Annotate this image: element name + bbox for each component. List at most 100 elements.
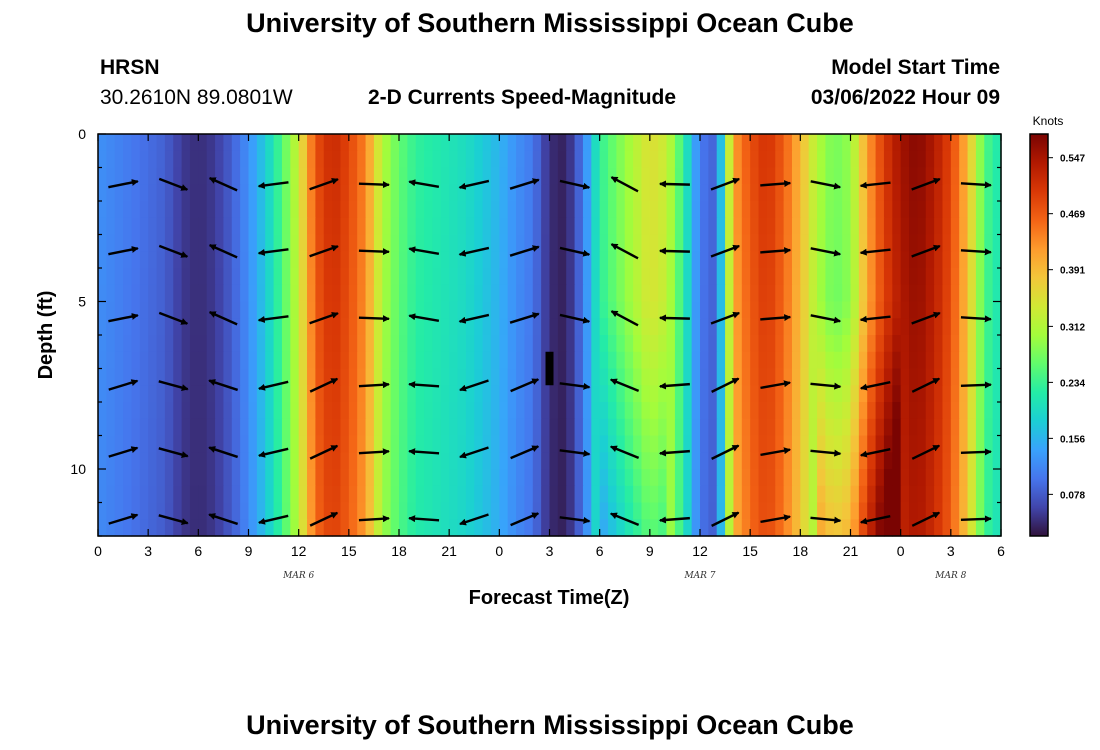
heatmap-cell <box>189 167 199 185</box>
heatmap-cell <box>925 284 935 303</box>
heatmap-cell <box>549 402 559 420</box>
heatmap-cell <box>298 201 308 219</box>
heatmap-cell <box>516 402 526 420</box>
heatmap-cell <box>549 217 559 236</box>
heatmap-cell <box>850 469 860 487</box>
heatmap-cell <box>332 502 342 520</box>
heatmap-cell <box>407 502 417 520</box>
heatmap-cell <box>399 284 408 303</box>
heatmap-cell <box>315 201 325 219</box>
heatmap-cell <box>390 402 400 420</box>
heatmap-cell <box>683 469 693 487</box>
heatmap-cell <box>541 284 551 303</box>
heatmap-cell <box>516 502 526 520</box>
heatmap-cell <box>273 134 283 152</box>
heatmap-cell <box>357 435 367 453</box>
heatmap-cell <box>909 318 918 336</box>
heatmap-cell <box>114 402 124 420</box>
heatmap-cell <box>399 268 408 286</box>
heatmap-cell <box>566 167 576 185</box>
heatmap-cell <box>198 134 208 152</box>
heatmap-cell <box>766 284 776 303</box>
heatmap-cell <box>332 167 342 185</box>
heatmap-cell <box>557 502 567 520</box>
heatmap-cell <box>507 167 517 185</box>
current-vector-arrow <box>711 377 740 393</box>
heatmap-cell <box>148 452 158 470</box>
heatmap-cell <box>825 435 835 453</box>
heatmap-cell <box>340 184 350 202</box>
heatmap-cell <box>725 318 735 336</box>
heatmap-cell <box>984 201 994 219</box>
y-tick-label: 10 <box>70 461 86 477</box>
heatmap-cell <box>215 402 225 420</box>
heatmap-cell <box>833 217 843 236</box>
heatmap-cell <box>407 184 417 202</box>
heatmap-cell <box>875 251 885 269</box>
heatmap-cell <box>148 251 158 269</box>
heatmap-cell <box>917 251 927 269</box>
heatmap-cell <box>942 184 952 202</box>
heatmap-cell <box>766 251 776 269</box>
heatmap-cell <box>323 435 333 453</box>
heatmap-cell <box>783 268 793 286</box>
heatmap-cell <box>223 469 233 487</box>
heatmap-cell <box>775 418 785 437</box>
heatmap-cell <box>616 335 626 353</box>
heatmap-cell <box>875 201 885 219</box>
heatmap-cell <box>415 134 425 152</box>
heatmap-cell <box>390 485 400 504</box>
heatmap-cell <box>658 452 668 470</box>
date-label: MAR 7 <box>683 571 715 581</box>
heatmap-cell <box>307 268 316 286</box>
heatmap-cell <box>507 217 517 236</box>
heatmap-cell <box>215 251 225 269</box>
heatmap-cell <box>399 368 408 386</box>
heatmap-cell <box>984 301 994 319</box>
heatmap-cell <box>432 284 442 303</box>
heatmap-cell <box>691 351 701 370</box>
heatmap-cell <box>524 201 534 219</box>
heatmap-cell <box>248 150 258 169</box>
heatmap-cell <box>524 502 534 520</box>
heatmap-cell <box>959 234 969 252</box>
heatmap-cell <box>950 502 960 520</box>
heatmap-cell <box>440 318 450 336</box>
heatmap-cell <box>440 519 450 537</box>
heatmap-cell <box>507 284 517 303</box>
heatmap-cell <box>708 301 718 319</box>
heatmap-cell <box>934 485 944 504</box>
heatmap-cell <box>114 234 124 252</box>
heatmap-cell <box>332 519 342 537</box>
heatmap-cell <box>934 150 944 169</box>
heatmap-cell <box>532 402 542 420</box>
heatmap-cell <box>432 502 442 520</box>
heatmap-cell <box>114 134 124 152</box>
heatmap-cell <box>942 418 952 437</box>
heatmap-cell <box>599 519 609 537</box>
heatmap-cell <box>256 234 266 252</box>
heatmap-cell <box>357 318 367 336</box>
heatmap-cell <box>992 268 1002 286</box>
heatmap-cell <box>549 368 559 386</box>
heatmap-cell <box>741 469 751 487</box>
heatmap-cell <box>373 368 383 386</box>
heatmap-cell <box>917 519 927 537</box>
heatmap-cell <box>700 201 709 219</box>
heatmap-cell <box>164 167 174 185</box>
heatmap-cell <box>323 519 333 537</box>
heatmap-cell <box>909 502 918 520</box>
heatmap-cell <box>348 201 358 219</box>
heatmap-cell <box>399 134 408 152</box>
heatmap-cell <box>131 234 141 252</box>
heatmap-cell <box>591 201 601 219</box>
heatmap-cell <box>992 368 1002 386</box>
heatmap-cell <box>432 418 442 437</box>
heatmap-cell <box>892 402 902 420</box>
heatmap-cell <box>290 519 300 537</box>
heatmap-cell <box>415 368 425 386</box>
heatmap-cell <box>892 485 902 504</box>
heatmap-cell <box>950 452 960 470</box>
heatmap-cell <box>265 201 275 219</box>
